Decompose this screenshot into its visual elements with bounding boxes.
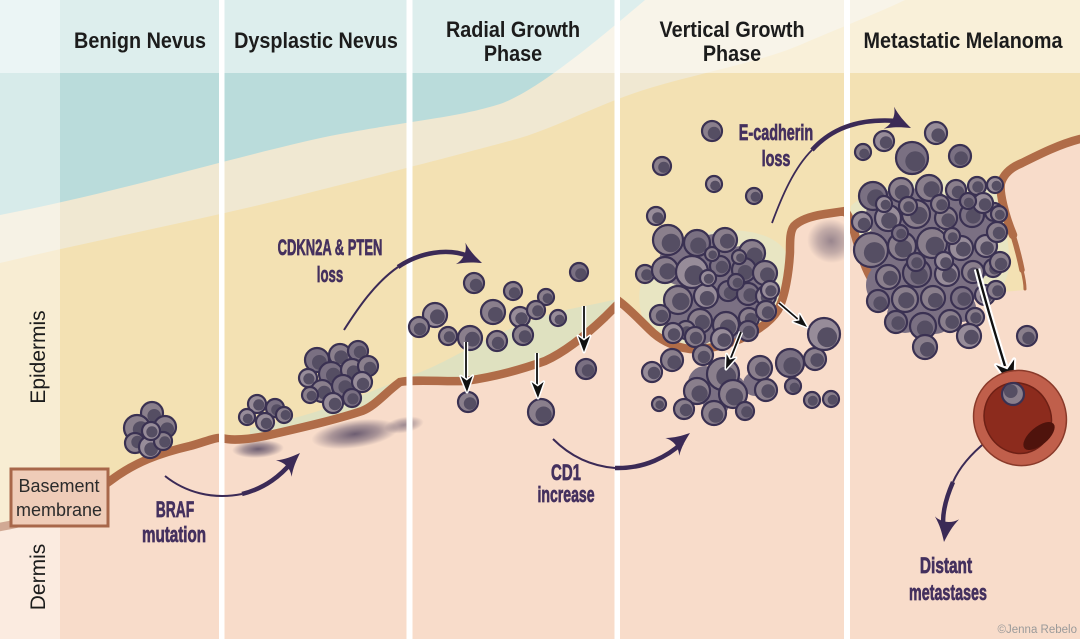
svg-text:Epidermis: Epidermis: [27, 310, 50, 403]
svg-text:CD1: CD1: [551, 460, 581, 485]
svg-text:mutation: mutation: [142, 523, 206, 547]
svg-text:Dermis: Dermis: [27, 544, 50, 611]
svg-text:Dysplastic Nevus: Dysplastic Nevus: [234, 29, 398, 53]
svg-text:Distant: Distant: [920, 554, 973, 578]
svg-text:©Jenna Rebelo: ©Jenna Rebelo: [998, 624, 1077, 636]
svg-text:Phase: Phase: [484, 42, 542, 66]
svg-text:membrane: membrane: [16, 500, 102, 520]
svg-text:Phase: Phase: [703, 42, 761, 66]
svg-text:loss: loss: [317, 263, 343, 287]
svg-text:metastases: metastases: [909, 580, 987, 605]
svg-text:increase: increase: [537, 482, 594, 507]
svg-text:Metastatic Melanoma: Metastatic Melanoma: [864, 29, 1063, 53]
svg-text:Benign Nevus: Benign Nevus: [74, 29, 206, 53]
svg-text:Basement: Basement: [18, 476, 99, 496]
svg-text:Vertical Growth: Vertical Growth: [659, 18, 804, 42]
svg-text:loss: loss: [762, 146, 791, 171]
svg-text:E-cadherin: E-cadherin: [739, 120, 813, 145]
svg-text:CDKN2A & PTEN: CDKN2A & PTEN: [278, 236, 383, 260]
svg-text:Radial Growth: Radial Growth: [446, 18, 580, 42]
svg-text:BRAF: BRAF: [156, 497, 194, 522]
